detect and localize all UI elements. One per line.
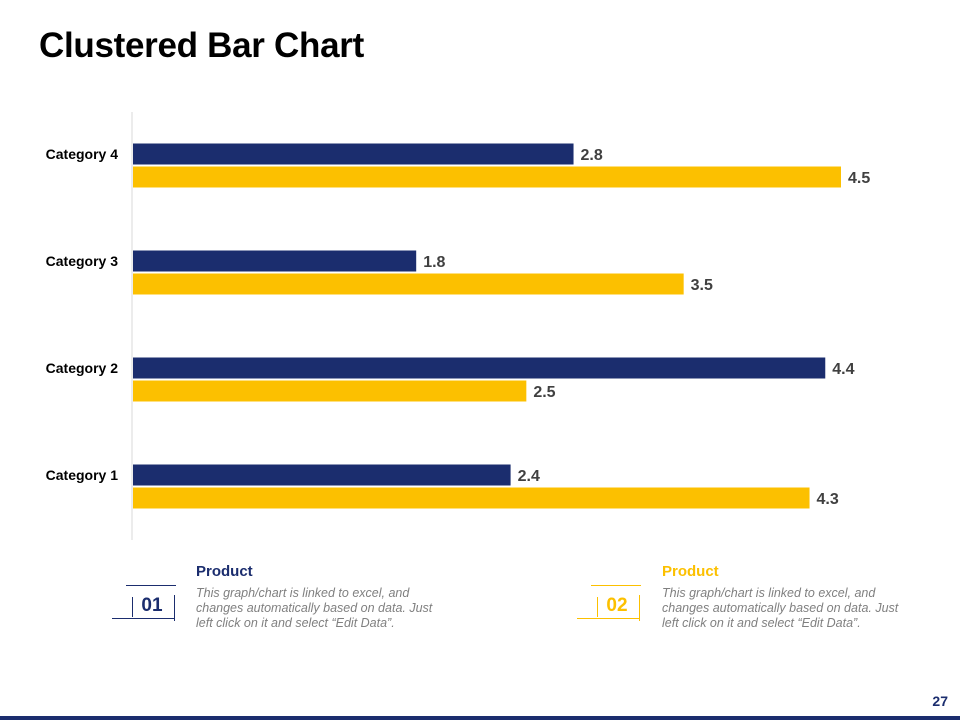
legend-2-top-line (591, 585, 641, 586)
category-labels: Category 1 Category 2 Category 3 Category 4 (46, 146, 119, 483)
legend-1-heading: Product (196, 563, 253, 580)
page-number: 27 (932, 693, 948, 709)
legend-1-bottom-line (112, 618, 174, 619)
legend-1: Product This graph/chart is linked to ex… (196, 563, 436, 631)
data-label: 1.8 (423, 254, 445, 271)
bar-series-1[interactable] (133, 357, 826, 379)
legend-1-number: 01 (141, 595, 163, 616)
data-label: 3.5 (691, 277, 713, 294)
data-label: 2.5 (533, 384, 555, 401)
category-label: Category 2 (46, 360, 119, 376)
footer-bar (0, 716, 960, 720)
legend-1-top-line (126, 585, 176, 586)
value-labels: 2.4 4.3 4.4 2.5 1.8 3.5 2.8 4.5 (423, 147, 870, 508)
bars (133, 143, 841, 509)
legend-2-right-divider (639, 595, 640, 621)
category-label: Category 1 (46, 467, 119, 483)
data-label: 4.5 (848, 170, 870, 187)
legend-1-left-divider (132, 597, 133, 617)
slide-title: Clustered Bar Chart (39, 26, 364, 65)
legend-2-heading: Product (662, 563, 719, 580)
bar-series-2[interactable] (133, 166, 841, 188)
legend-2: Product This graph/chart is linked to ex… (662, 563, 902, 631)
bar-series-1[interactable] (133, 143, 574, 165)
bar-series-1[interactable] (133, 464, 511, 486)
bar-series-2[interactable] (133, 487, 810, 509)
clustered-bar-chart[interactable]: Category 1 Category 2 Category 3 Category 4… (0, 0, 960, 560)
category-label: Category 3 (46, 253, 119, 269)
legend-2-bottom-line (577, 618, 639, 619)
category-label: Category 4 (46, 146, 119, 162)
bar-series-2[interactable] (133, 380, 527, 402)
data-label: 2.4 (518, 468, 540, 485)
bar-series-1[interactable] (133, 250, 417, 272)
data-label: 4.3 (817, 491, 839, 508)
bar-series-2[interactable] (133, 273, 684, 295)
legend-number-box-1: 01 (112, 585, 176, 630)
legend-2-description: This graph/chart is linked to excel, and… (662, 586, 899, 630)
data-label: 4.4 (832, 361, 854, 378)
legend-2-number: 02 (606, 595, 628, 616)
data-label: 2.8 (581, 147, 603, 164)
legend-2-left-divider (597, 597, 598, 617)
legend-1-right-divider (174, 595, 175, 621)
legend-number-box-2: 02 (577, 585, 641, 630)
legend-1-description: This graph/chart is linked to excel, and… (196, 586, 433, 630)
